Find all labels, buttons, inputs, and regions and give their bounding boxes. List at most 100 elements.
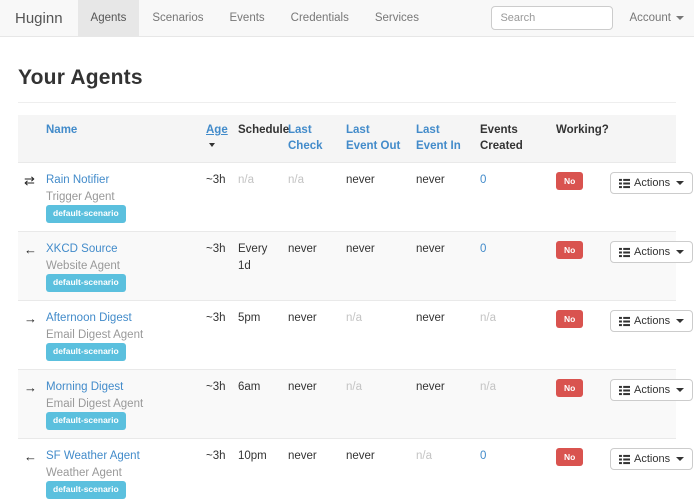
list-icon bbox=[619, 454, 630, 465]
scenario-badge[interactable]: default-scenario bbox=[46, 343, 126, 361]
column-header-last-event-out[interactable]: Last Event Out bbox=[346, 124, 401, 152]
column-header-name[interactable]: Name bbox=[46, 124, 78, 136]
working-cell: No bbox=[550, 370, 604, 439]
table-row: → Morning Digest Email Digest Agent defa… bbox=[18, 369, 694, 439]
working-cell: No bbox=[550, 232, 604, 301]
agent-name-link[interactable]: Rain Notifier bbox=[46, 174, 110, 187]
brand-link[interactable]: Huginn bbox=[15, 9, 63, 27]
name-cell: Afternoon Digest Email Digest Agent defa… bbox=[40, 301, 200, 370]
direction-cell: ⇄ bbox=[18, 163, 40, 232]
arrow-right-icon: → bbox=[24, 380, 37, 396]
column-header-last-event-in[interactable]: Last Event In bbox=[416, 124, 461, 152]
account-label: Account bbox=[629, 12, 671, 24]
column-header-age[interactable]: Age bbox=[200, 115, 232, 163]
last-check-cell: never bbox=[288, 450, 317, 463]
last-event-out-cell: never bbox=[346, 450, 375, 463]
last-event-out-cell: n/a bbox=[346, 381, 362, 394]
events-created-cell[interactable]: 0 bbox=[480, 450, 487, 463]
page-title: Your Agents bbox=[18, 66, 143, 89]
actions-cell: Actions bbox=[604, 232, 694, 301]
age-cell: ~3h bbox=[206, 450, 226, 463]
table-row: ← SF Weather Agent Weather Agent default… bbox=[18, 438, 694, 502]
main-content: Your Agents Name Age Schedule Last Check Las… bbox=[0, 66, 694, 502]
chevron-down-icon bbox=[676, 250, 685, 255]
working-cell: No bbox=[550, 439, 604, 502]
name-cell: XKCD Source Website Agent default-scenar… bbox=[40, 232, 200, 301]
account-dropdown[interactable]: Account bbox=[629, 12, 684, 24]
column-header-events-created: Events Created bbox=[480, 124, 523, 152]
column-header-actions bbox=[604, 115, 676, 163]
last-check-cell: never bbox=[288, 381, 317, 394]
chevron-down-icon bbox=[676, 181, 685, 186]
last-event-out-cell: never bbox=[346, 174, 375, 187]
name-cell: Morning Digest Email Digest Agent defaul… bbox=[40, 370, 200, 439]
column-header-icon bbox=[18, 115, 40, 163]
last-event-out-cell: n/a bbox=[346, 312, 362, 325]
name-cell: Rain Notifier Trigger Agent default-scen… bbox=[40, 163, 200, 232]
events-created-cell[interactable]: 0 bbox=[480, 243, 487, 256]
agent-name-link[interactable]: SF Weather Agent bbox=[46, 450, 140, 463]
chevron-down-icon bbox=[676, 16, 684, 20]
actions-button-label: Actions bbox=[634, 246, 671, 259]
actions-button-label: Actions bbox=[634, 453, 671, 466]
age-cell: ~3h bbox=[206, 381, 226, 394]
actions-button[interactable]: Actions bbox=[610, 379, 694, 402]
nav-item-events[interactable]: Events bbox=[229, 12, 265, 24]
events-created-cell[interactable]: 0 bbox=[480, 174, 487, 187]
working-status-badge[interactable]: No bbox=[556, 310, 584, 328]
table-row: ← XKCD Source Website Agent default-scen… bbox=[18, 231, 694, 301]
table-row: → Afternoon Digest Email Digest Agent de… bbox=[18, 300, 694, 370]
scenario-badge[interactable]: default-scenario bbox=[46, 274, 126, 292]
agent-type-label: Email Digest Agent bbox=[46, 328, 144, 341]
age-cell: ~3h bbox=[206, 312, 226, 325]
working-cell: No bbox=[550, 163, 604, 232]
last-event-out-cell: never bbox=[346, 243, 375, 256]
nav-item-services[interactable]: Services bbox=[374, 12, 419, 24]
list-icon bbox=[619, 178, 630, 189]
list-icon bbox=[619, 385, 630, 396]
agents-table: Name Age Schedule Last Check Last Event Out L… bbox=[18, 115, 694, 502]
age-cell: ~3h bbox=[206, 174, 226, 187]
agent-name-link[interactable]: XKCD Source bbox=[46, 243, 118, 256]
sort-desc-icon bbox=[209, 143, 215, 148]
working-status-badge[interactable]: No bbox=[556, 448, 584, 466]
schedule-cell: 5pm bbox=[238, 312, 261, 325]
last-check-cell: n/a bbox=[288, 174, 304, 187]
transfer-icon: ⇄ bbox=[24, 173, 35, 189]
working-status-badge[interactable]: No bbox=[556, 172, 584, 190]
nav-item-credentials[interactable]: Credentials bbox=[290, 12, 349, 24]
actions-button[interactable]: Actions bbox=[610, 448, 694, 471]
schedule-cell: 10pm bbox=[238, 450, 267, 463]
agent-name-link[interactable]: Afternoon Digest bbox=[46, 312, 132, 325]
arrow-right-icon: → bbox=[24, 311, 37, 327]
search-input[interactable] bbox=[491, 6, 614, 30]
schedule-cell: Every 1d bbox=[238, 243, 268, 272]
actions-button-label: Actions bbox=[634, 384, 671, 397]
arrow-left-icon: ← bbox=[24, 449, 37, 465]
agent-type-label: Trigger Agent bbox=[46, 190, 115, 203]
actions-cell: Actions bbox=[604, 163, 694, 232]
working-status-badge[interactable]: No bbox=[556, 241, 584, 259]
scenario-badge[interactable]: default-scenario bbox=[46, 205, 126, 223]
events-created-cell: n/a bbox=[480, 312, 496, 325]
column-header-last-check[interactable]: Last Check bbox=[288, 124, 323, 152]
actions-cell: Actions bbox=[604, 301, 694, 370]
direction-cell: → bbox=[18, 370, 40, 439]
nav-item-agents[interactable]: Agents bbox=[77, 0, 140, 36]
table-row: ⇄ Rain Notifier Trigger Agent default-sc… bbox=[18, 162, 694, 232]
scenario-badge[interactable]: default-scenario bbox=[46, 481, 126, 499]
nav-item-scenarios[interactable]: Scenarios bbox=[152, 12, 204, 24]
actions-button[interactable]: Actions bbox=[610, 241, 694, 264]
working-status-badge[interactable]: No bbox=[556, 379, 584, 397]
age-cell: ~3h bbox=[206, 243, 226, 256]
scenario-badge[interactable]: default-scenario bbox=[46, 412, 126, 430]
agent-type-label: Website Agent bbox=[46, 259, 120, 272]
last-check-cell: never bbox=[288, 312, 317, 325]
nav-menu: Agents Scenarios Events Credentials Services bbox=[77, 0, 432, 36]
column-header-working-: Working? bbox=[556, 124, 609, 136]
actions-button[interactable]: Actions bbox=[610, 310, 694, 333]
agent-name-link[interactable]: Morning Digest bbox=[46, 381, 124, 394]
events-created-cell: n/a bbox=[480, 381, 496, 394]
actions-button[interactable]: Actions bbox=[610, 172, 694, 195]
